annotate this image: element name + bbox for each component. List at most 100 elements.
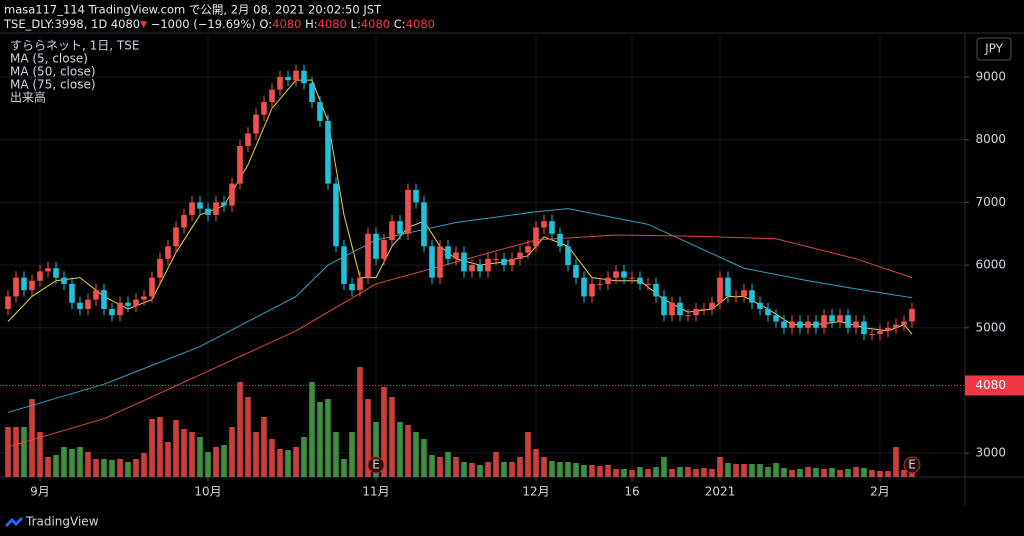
volume-bar xyxy=(669,469,675,477)
candle-body xyxy=(741,290,747,297)
l-key: L: xyxy=(351,17,361,31)
candle-body xyxy=(205,208,211,215)
candle-body xyxy=(309,83,315,103)
candle-body xyxy=(565,246,571,266)
volume-bar xyxy=(453,457,459,477)
candle-body xyxy=(429,246,435,278)
candle-body xyxy=(533,227,539,247)
candle-body xyxy=(813,321,819,328)
volume-bar xyxy=(485,462,491,477)
volume-bar xyxy=(501,462,507,477)
volume-bar xyxy=(173,420,179,477)
volume-bar xyxy=(733,464,739,477)
volume-bar xyxy=(141,453,147,477)
volume-bar xyxy=(101,459,107,477)
c-value: 4080 xyxy=(406,17,435,31)
event-label: E xyxy=(372,458,380,472)
volume-bar xyxy=(221,445,227,477)
volume-bar xyxy=(421,439,427,477)
candle-body xyxy=(413,189,419,203)
volume-bar xyxy=(445,452,451,477)
ma-line xyxy=(7,234,913,448)
volume-bar xyxy=(245,397,251,477)
x-tick-label: 9月 xyxy=(30,485,50,499)
volume-bar xyxy=(333,432,339,477)
candle-body xyxy=(269,89,275,103)
volume-bar xyxy=(741,464,747,477)
y-tick-label: 5000 xyxy=(975,320,1006,334)
volume-bar xyxy=(621,469,627,477)
candle-body xyxy=(885,327,891,331)
volume-bar xyxy=(197,437,203,477)
candle-body xyxy=(445,246,451,259)
candle-body xyxy=(165,246,171,259)
candle-body xyxy=(789,321,795,328)
volume-bar xyxy=(277,449,283,477)
volume-bar xyxy=(781,468,787,477)
candle-body xyxy=(253,114,259,134)
volume-bar xyxy=(301,437,307,477)
candle-body xyxy=(189,202,195,215)
candle-body xyxy=(381,240,387,259)
volume-bar xyxy=(509,462,515,477)
candle-body xyxy=(365,233,371,278)
volume-bar xyxy=(813,468,819,477)
candle-body xyxy=(53,268,59,278)
candle-body xyxy=(397,221,403,234)
candle-body xyxy=(853,321,859,328)
volume-bar xyxy=(797,469,803,477)
volume-bar xyxy=(573,463,579,477)
candle-body xyxy=(869,334,875,336)
volume-bar xyxy=(565,462,571,477)
volume-bar xyxy=(629,470,635,477)
volume-bar xyxy=(85,452,91,477)
y-tick-label: 8000 xyxy=(975,132,1006,146)
candle-body xyxy=(29,280,35,291)
volume-bar xyxy=(21,427,27,477)
volume-bar xyxy=(229,427,235,477)
volume-bar xyxy=(653,467,659,477)
candle-body xyxy=(621,271,627,278)
y-tick-label: 7000 xyxy=(975,195,1006,209)
candle-body xyxy=(525,246,531,253)
volume-bar xyxy=(29,399,35,477)
volume-bar xyxy=(261,417,267,477)
volume-bar xyxy=(805,467,811,477)
last: 4080 xyxy=(111,17,140,31)
candle-body xyxy=(277,77,283,90)
volume-bar xyxy=(341,459,347,477)
volume-bar xyxy=(613,469,619,477)
volume-bar xyxy=(493,452,499,477)
currency-button[interactable] xyxy=(976,37,1012,61)
volume-bar xyxy=(309,382,315,477)
volume-bar xyxy=(757,464,763,477)
candle-body xyxy=(117,302,123,316)
volume-bar xyxy=(869,470,875,477)
h-value: 4080 xyxy=(318,17,347,31)
legend-ma5: MA (5, close) xyxy=(10,52,88,66)
brand: TradingView xyxy=(25,515,99,529)
candle-body xyxy=(693,308,699,316)
candle-body xyxy=(221,202,227,206)
volume-bar xyxy=(469,463,475,477)
event-marker xyxy=(903,456,921,474)
l-value: 4080 xyxy=(361,17,390,31)
volume-bar xyxy=(77,447,83,477)
volume-bar xyxy=(413,432,419,477)
candle-body xyxy=(21,277,27,291)
volume-bar xyxy=(397,422,403,477)
symbol: TSE_DLY:3998, 1D xyxy=(3,17,107,31)
candle-body xyxy=(901,321,907,325)
candle-body xyxy=(893,324,899,328)
x-tick-label: 2021 xyxy=(705,485,736,499)
candles xyxy=(5,64,915,341)
candle-body xyxy=(541,221,547,228)
volume-bar xyxy=(93,459,99,477)
volume-bar xyxy=(389,397,395,477)
currency[interactable]: JPY xyxy=(984,42,1004,56)
volume-bar xyxy=(237,382,243,477)
candle-body xyxy=(557,233,563,247)
candle-body xyxy=(517,252,523,259)
brand-logo xyxy=(4,516,24,528)
candle-body xyxy=(453,252,459,259)
